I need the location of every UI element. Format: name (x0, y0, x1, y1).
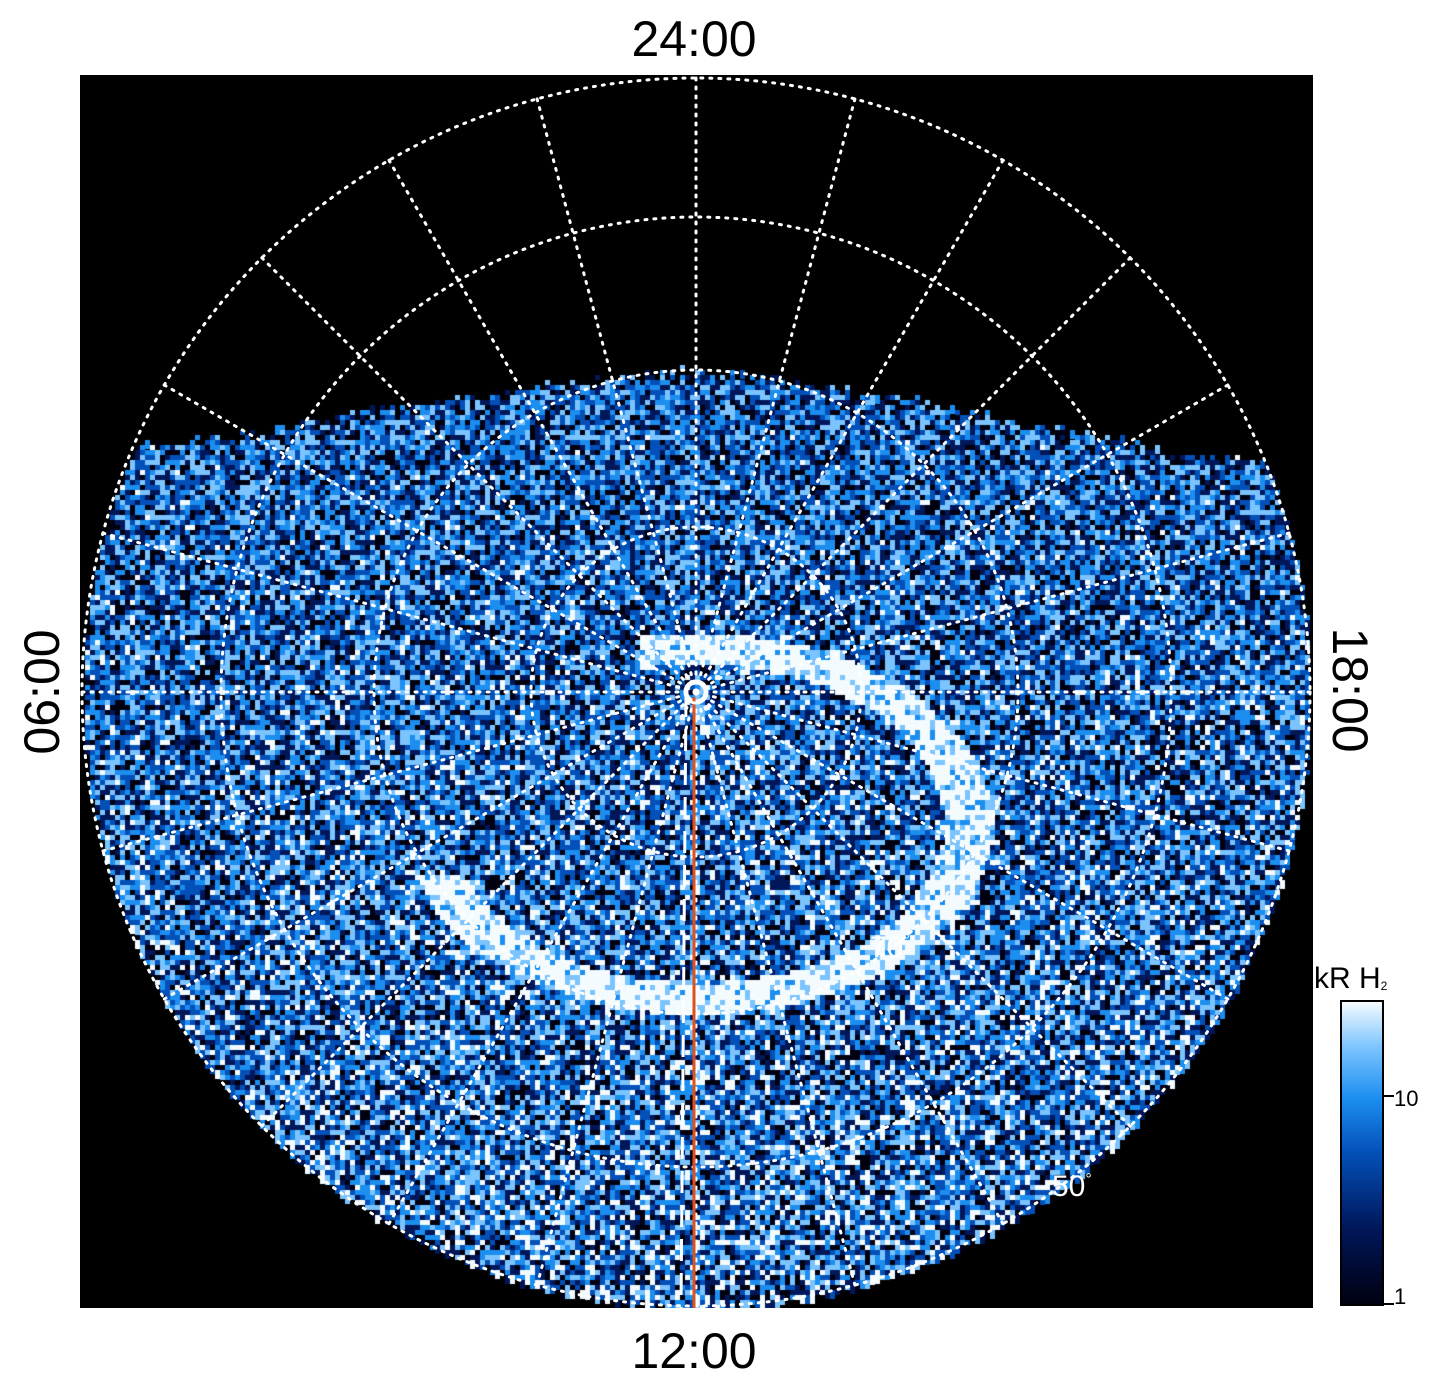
polar-grid-lines (80, 76, 1312, 1308)
colorbar-tick-1 (1384, 1303, 1394, 1305)
meridian-line-19 (101, 531, 698, 694)
polar-grid-overlay: 70° 50° (80, 76, 1312, 1308)
local-time-label-06: 06:00 (14, 629, 70, 755)
meridian-line-1 (694, 97, 857, 694)
local-time-label-12: 12:00 (631, 1323, 757, 1379)
meridian-line-14 (387, 690, 698, 1226)
meridian-line-8 (694, 690, 1230, 1001)
meridian-line-16 (162, 690, 698, 1001)
meridian-line-7 (694, 690, 1291, 853)
meridian-line-11 (694, 690, 857, 1287)
meridian-line-20 (162, 383, 698, 694)
colorbar-tick-label-1: 1 (1394, 1284, 1407, 1309)
meridian-line-21 (260, 256, 698, 694)
noon-meridian-dashed-line (679, 694, 688, 1308)
latitude-circle-2 (372, 368, 1020, 1016)
colorbar-tick-label-10: 10 (1394, 1086, 1419, 1111)
latitude-label-70: 70° (870, 931, 910, 964)
colorbar-title: kR H2 (1314, 962, 1388, 995)
meridian-line-15 (260, 690, 698, 1128)
colorbar (1340, 1000, 1384, 1306)
meridian-line-2 (694, 158, 1005, 694)
local-time-label-18: 18:00 (1322, 627, 1378, 753)
meridian-line-4 (694, 383, 1230, 694)
meridian-line-23 (535, 97, 698, 694)
meridian-line-10 (694, 690, 1005, 1226)
auroral-polar-projection: 70° 50° (80, 75, 1313, 1308)
meridian-line-9 (694, 690, 1132, 1128)
meridian-line-22 (387, 158, 698, 694)
pole-marker (683, 679, 709, 705)
meridian-line-5 (694, 531, 1291, 694)
local-time-label-24: 24:00 (631, 11, 757, 67)
meridian-line-17 (101, 690, 698, 853)
meridian-line-13 (535, 690, 698, 1287)
meridian-line-3 (694, 256, 1132, 694)
latitude-label-50: 50° (1052, 1170, 1092, 1203)
colorbar-tick-10 (1384, 1095, 1394, 1097)
latitude-circle-1 (219, 215, 1173, 1169)
